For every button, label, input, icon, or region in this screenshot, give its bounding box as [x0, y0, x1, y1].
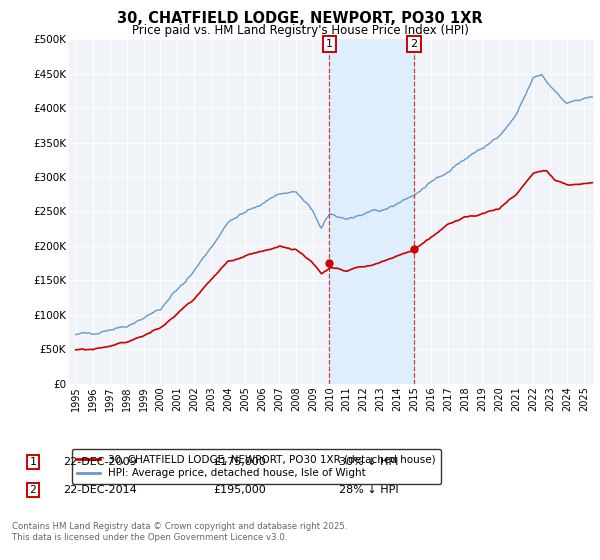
Text: 2: 2: [29, 485, 37, 495]
Text: 1: 1: [326, 39, 333, 49]
Text: Price paid vs. HM Land Registry's House Price Index (HPI): Price paid vs. HM Land Registry's House …: [131, 24, 469, 36]
Text: This data is licensed under the Open Government Licence v3.0.: This data is licensed under the Open Gov…: [12, 533, 287, 542]
Text: Contains HM Land Registry data © Crown copyright and database right 2025.: Contains HM Land Registry data © Crown c…: [12, 522, 347, 531]
Text: £195,000: £195,000: [213, 485, 266, 495]
Text: 2: 2: [410, 39, 418, 49]
Text: 28% ↓ HPI: 28% ↓ HPI: [339, 485, 398, 495]
Bar: [329, 39, 414, 384]
Text: 22-DEC-2009: 22-DEC-2009: [63, 457, 137, 467]
Text: £175,000: £175,000: [213, 457, 266, 467]
Text: 1: 1: [29, 457, 37, 467]
Legend: 30, CHATFIELD LODGE, NEWPORT, PO30 1XR (detached house), HPI: Average price, det: 30, CHATFIELD LODGE, NEWPORT, PO30 1XR (…: [71, 449, 441, 484]
Text: 22-DEC-2014: 22-DEC-2014: [63, 485, 137, 495]
Text: 30% ↓ HPI: 30% ↓ HPI: [339, 457, 398, 467]
Text: 30, CHATFIELD LODGE, NEWPORT, PO30 1XR: 30, CHATFIELD LODGE, NEWPORT, PO30 1XR: [117, 11, 483, 26]
